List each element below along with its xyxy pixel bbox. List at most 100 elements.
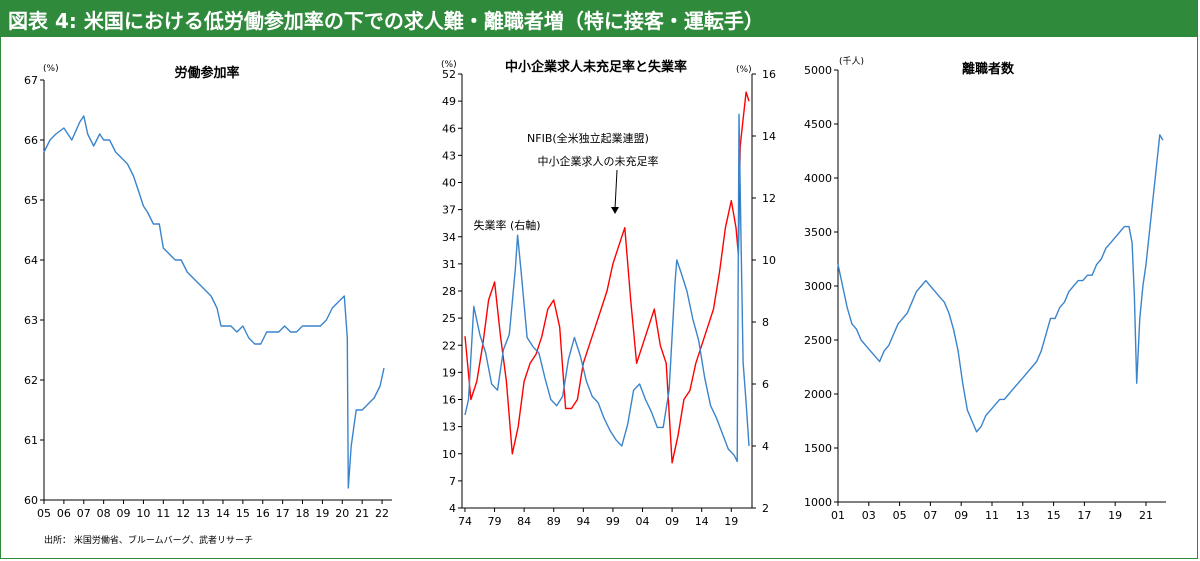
source-note: 出所： 米国労働省、ブルームバーグ、武者リサーチ <box>44 536 253 546</box>
y2-tick-label: 4 <box>762 440 769 453</box>
y-tick-label: 34 <box>442 231 456 244</box>
x-tick-label: 89 <box>547 515 561 528</box>
y-tick-label: 10 <box>442 448 456 461</box>
x-tick-label: 21 <box>355 507 369 520</box>
x-tick-label: 99 <box>606 515 620 528</box>
x-tick-label: 19 <box>1108 509 1122 522</box>
y-unit-label: (%) <box>43 64 59 74</box>
annotation-arrow-head <box>611 207 619 214</box>
figure-title-bar: 図表 4: 米国における低労働参加率の下での求人難・離職者増（特に接客・運転手） <box>0 0 1198 37</box>
x-tick-label: 16 <box>256 507 270 520</box>
y2-tick-label: 6 <box>762 378 769 391</box>
y2-tick-label: 10 <box>762 254 776 267</box>
y-tick-label: 19 <box>442 366 456 379</box>
y-tick-label: 2000 <box>804 388 832 401</box>
x-tick-label: 79 <box>488 515 502 528</box>
y-tick-label: 4 <box>449 502 456 515</box>
series-line-1-0 <box>464 91 750 464</box>
chart-title: 離職者数 <box>962 61 1015 77</box>
y-tick-label: 7 <box>449 475 456 488</box>
x-tick-label: 15 <box>1047 509 1061 522</box>
y-tick-label: 62 <box>24 374 38 387</box>
y-tick-label: 28 <box>442 285 456 298</box>
x-tick-label: 94 <box>576 515 590 528</box>
y-tick-label: 64 <box>24 254 38 267</box>
y-tick-label: 46 <box>442 122 456 135</box>
x-tick-label: 17 <box>1077 509 1091 522</box>
y-tick-label: 49 <box>442 95 456 108</box>
x-tick-label: 09 <box>954 509 968 522</box>
x-tick-label: 84 <box>517 515 531 528</box>
chart-title: 労働参加率 <box>174 65 239 81</box>
x-tick-label: 07 <box>77 507 91 520</box>
y-tick-label: 3000 <box>804 280 832 293</box>
x-tick-label: 05 <box>37 507 51 520</box>
x-tick-label: 12 <box>176 507 190 520</box>
y-tick-label: 60 <box>24 494 38 507</box>
y-tick-label: 1000 <box>804 496 832 509</box>
y-tick-label: 22 <box>442 339 456 352</box>
series-line-1-1 <box>464 113 750 463</box>
series-line-0-0 <box>43 115 385 489</box>
y-tick-label: 67 <box>24 74 38 87</box>
y-tick-label: 40 <box>442 177 456 190</box>
y-unit-label: (千人) <box>839 56 864 67</box>
y-tick-label: 65 <box>24 194 38 207</box>
y-tick-label: 66 <box>24 134 38 147</box>
x-tick-label: 04 <box>636 515 650 528</box>
y-tick-label: 63 <box>24 314 38 327</box>
y-tick-label: 25 <box>442 312 456 325</box>
x-tick-label: 14 <box>695 515 709 528</box>
y2-tick-label: 2 <box>762 502 769 515</box>
x-tick-label: 19 <box>315 507 329 520</box>
x-tick-label: 17 <box>276 507 290 520</box>
y-tick-label: 3500 <box>804 226 832 239</box>
x-tick-label: 11 <box>985 509 999 522</box>
y-tick-label: 4000 <box>804 172 832 185</box>
x-tick-label: 14 <box>216 507 230 520</box>
chart-title: 中小企業求人未充足率と失業率 <box>505 59 687 75</box>
x-tick-label: 15 <box>236 507 250 520</box>
y2-unit-label: (%) <box>736 65 752 75</box>
y2-tick-label: 16 <box>762 68 776 81</box>
y2-tick-label: 14 <box>762 130 776 143</box>
annotation-unemployment: 失業率 (右軸) <box>473 218 540 232</box>
x-tick-label: 06 <box>57 507 71 520</box>
y-tick-label: 52 <box>442 68 456 81</box>
annotation-vacancy-rate: 中小企業求人の未充足率 <box>538 154 659 168</box>
y-tick-label: 4500 <box>804 118 832 131</box>
x-tick-label: 18 <box>296 507 310 520</box>
x-tick-label: 13 <box>196 507 210 520</box>
annotation-arrow-line <box>614 169 618 210</box>
x-tick-label: 03 <box>862 509 876 522</box>
x-tick-label: 22 <box>375 507 389 520</box>
y-tick-label: 1500 <box>804 442 832 455</box>
x-tick-label: 21 <box>1139 509 1153 522</box>
y2-tick-label: 12 <box>762 192 776 205</box>
x-tick-label: 20 <box>335 507 349 520</box>
x-tick-label: 10 <box>136 507 150 520</box>
x-tick-label: 13 <box>1016 509 1030 522</box>
series-line-2-0 <box>837 134 1164 433</box>
x-tick-label: 08 <box>97 507 111 520</box>
x-tick-label: 19 <box>724 515 738 528</box>
figure-title: 図表 4: 米国における低労働参加率の下での求人難・離職者増（特に接客・運転手） <box>8 9 764 33</box>
y-tick-label: 61 <box>24 434 38 447</box>
x-tick-label: 07 <box>923 509 937 522</box>
x-tick-label: 01 <box>831 509 845 522</box>
y-tick-label: 43 <box>442 149 456 162</box>
annotation-nfib: NFIB(全米独立起業連盟) <box>527 131 649 145</box>
y-tick-label: 2500 <box>804 334 832 347</box>
x-tick-label: 09 <box>665 515 679 528</box>
x-tick-label: 05 <box>893 509 907 522</box>
y-tick-label: 13 <box>442 421 456 434</box>
x-tick-label: 09 <box>117 507 131 520</box>
y-tick-label: 16 <box>442 394 456 407</box>
y-tick-label: 5000 <box>804 64 832 77</box>
y2-tick-label: 8 <box>762 316 769 329</box>
x-tick-label: 11 <box>156 507 170 520</box>
x-tick-label: 74 <box>458 515 472 528</box>
y-unit-label: (%) <box>441 60 457 70</box>
y-tick-label: 37 <box>442 204 456 217</box>
